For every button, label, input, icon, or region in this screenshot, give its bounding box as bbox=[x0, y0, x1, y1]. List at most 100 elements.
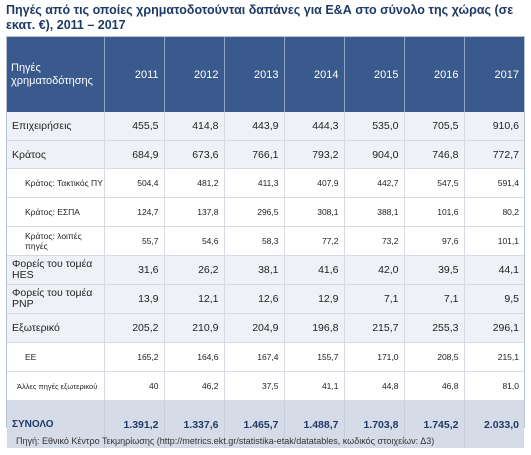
cell-value: 7,1 bbox=[404, 284, 465, 314]
cell-value: 7,1 bbox=[344, 284, 405, 314]
row-label: Κράτος: ΕΣΠΑ bbox=[7, 197, 105, 227]
header-year: 2016 bbox=[404, 37, 465, 112]
table-row: Επιχειρήσεις 455,5 414,8 443,9 444,3 535… bbox=[7, 112, 524, 141]
cell-value: 80,2 bbox=[464, 197, 524, 227]
row-label: Επιχειρήσεις bbox=[7, 112, 105, 141]
cell-value: 793,2 bbox=[284, 140, 345, 169]
cell-value: 41,6 bbox=[284, 255, 345, 285]
header-year: 2012 bbox=[164, 37, 225, 112]
total-value: 1.391,2 bbox=[104, 400, 165, 448]
cell-value: 442,7 bbox=[344, 168, 405, 198]
table-row: Κράτος 684,9 673,6 766,1 793,2 904,0 746… bbox=[7, 140, 524, 169]
cell-value: 210,9 bbox=[164, 313, 225, 343]
cell-value: 77,2 bbox=[284, 226, 345, 256]
total-row: ΣΥΝΟΛΟ 1.391,2 1.337,6 1.465,7 1.488,7 1… bbox=[7, 400, 524, 448]
table-row: Κράτος: Τακτικός ΠΥ 504,4 481,2 411,3 40… bbox=[7, 168, 524, 198]
cell-value: 171,0 bbox=[344, 342, 405, 372]
cell-value: 44,1 bbox=[464, 255, 524, 285]
cell-value: 54,6 bbox=[164, 226, 225, 256]
total-value: 1.337,6 bbox=[164, 400, 225, 448]
cell-value: 39,5 bbox=[404, 255, 465, 285]
cell-value: 124,7 bbox=[104, 197, 165, 227]
source-note: Πηγή: Εθνικό Κέντρο Τεκμηρίωσης (http://… bbox=[16, 436, 435, 446]
cell-value: 155,7 bbox=[284, 342, 345, 372]
header-label: Πηγές χρηματοδότησης bbox=[7, 37, 105, 112]
total-value: 1.745,2 bbox=[404, 400, 465, 448]
cell-value: 167,4 bbox=[224, 342, 285, 372]
header-year: 2015 bbox=[344, 37, 405, 112]
cell-value: 443,9 bbox=[224, 112, 285, 141]
table-row: Εξωτερικό 205,2 210,9 204,9 196,8 215,7 … bbox=[7, 313, 524, 343]
table-header-row: Πηγές χρηματοδότησης 2011 2012 2013 2014… bbox=[7, 37, 524, 112]
cell-value: 766,1 bbox=[224, 140, 285, 169]
cell-value: 165,2 bbox=[104, 342, 165, 372]
header-year: 2017 bbox=[464, 37, 524, 112]
table-row: Φορείς του τομέα HES 31,6 26,2 38,1 41,6… bbox=[7, 255, 524, 285]
cell-value: 137,8 bbox=[164, 197, 225, 227]
cell-value: 547,5 bbox=[404, 168, 465, 198]
cell-value: 42,0 bbox=[344, 255, 405, 285]
cell-value: 411,3 bbox=[224, 168, 285, 198]
table-row: Κράτος: λοιπές πηγές 55,7 54,6 58,3 77,2… bbox=[7, 226, 524, 256]
cell-value: 407,9 bbox=[284, 168, 345, 198]
header-year: 2013 bbox=[224, 37, 285, 112]
cell-value: 296,1 bbox=[464, 313, 524, 343]
cell-value: 37,5 bbox=[224, 371, 285, 401]
cell-value: 97,6 bbox=[404, 226, 465, 256]
cell-value: 101,6 bbox=[404, 197, 465, 227]
cell-value: 9,5 bbox=[464, 284, 524, 314]
row-label: Φορείς του τομέα PNP bbox=[7, 284, 105, 314]
cell-value: 684,9 bbox=[104, 140, 165, 169]
cell-value: 26,2 bbox=[164, 255, 225, 285]
cell-value: 504,4 bbox=[104, 168, 165, 198]
total-value: 1.465,7 bbox=[224, 400, 285, 448]
row-label: ΕΕ bbox=[7, 342, 105, 372]
cell-value: 164,6 bbox=[164, 342, 225, 372]
table-row: Άλλες πηγές εξωτερικού 40 46,2 37,5 41,1… bbox=[7, 371, 524, 401]
cell-value: 296,5 bbox=[224, 197, 285, 227]
cell-value: 215,1 bbox=[464, 342, 524, 372]
cell-value: 31,6 bbox=[104, 255, 165, 285]
row-label: Φορείς του τομέα HES bbox=[7, 255, 105, 285]
cell-value: 255,3 bbox=[404, 313, 465, 343]
cell-value: 38,1 bbox=[224, 255, 285, 285]
cell-value: 414,8 bbox=[164, 112, 225, 141]
cell-value: 204,9 bbox=[224, 313, 285, 343]
cell-value: 388,1 bbox=[344, 197, 405, 227]
cell-value: 746,8 bbox=[404, 140, 465, 169]
cell-value: 58,3 bbox=[224, 226, 285, 256]
cell-value: 12,9 bbox=[284, 284, 345, 314]
cell-value: 444,3 bbox=[284, 112, 345, 141]
cell-value: 904,0 bbox=[344, 140, 405, 169]
funding-table: Πηγές χρηματοδότησης 2011 2012 2013 2014… bbox=[7, 37, 524, 448]
cell-value: 101,1 bbox=[464, 226, 524, 256]
total-label: ΣΥΝΟΛΟ bbox=[7, 400, 105, 448]
row-label: Κράτος: λοιπές πηγές bbox=[7, 226, 105, 256]
cell-value: 215,7 bbox=[344, 313, 405, 343]
header-year: 2011 bbox=[104, 37, 165, 112]
cell-value: 535,0 bbox=[344, 112, 405, 141]
header-year: 2014 bbox=[284, 37, 345, 112]
row-label: Κράτος bbox=[7, 140, 105, 169]
total-value: 1.703,8 bbox=[344, 400, 405, 448]
total-value: 2.033,0 bbox=[464, 400, 524, 448]
cell-value: 910,6 bbox=[464, 112, 524, 141]
cell-value: 46,8 bbox=[404, 371, 465, 401]
cell-value: 772,7 bbox=[464, 140, 524, 169]
cell-value: 481,2 bbox=[164, 168, 225, 198]
cell-value: 591,4 bbox=[464, 168, 524, 198]
row-label: Κράτος: Τακτικός ΠΥ bbox=[7, 168, 105, 198]
cell-value: 196,8 bbox=[284, 313, 345, 343]
cell-value: 55,7 bbox=[104, 226, 165, 256]
cell-value: 705,5 bbox=[404, 112, 465, 141]
cell-value: 208,5 bbox=[404, 342, 465, 372]
cell-value: 205,2 bbox=[104, 313, 165, 343]
cell-value: 44,8 bbox=[344, 371, 405, 401]
cell-value: 81,0 bbox=[464, 371, 524, 401]
table-row: Κράτος: ΕΣΠΑ 124,7 137,8 296,5 308,1 388… bbox=[7, 197, 524, 227]
row-label: Άλλες πηγές εξωτερικού bbox=[7, 371, 105, 401]
cell-value: 673,6 bbox=[164, 140, 225, 169]
cell-value: 40 bbox=[104, 371, 165, 401]
total-value: 1.488,7 bbox=[284, 400, 345, 448]
table-row: Φορείς του τομέα PNP 13,9 12,1 12,6 12,9… bbox=[7, 284, 524, 314]
